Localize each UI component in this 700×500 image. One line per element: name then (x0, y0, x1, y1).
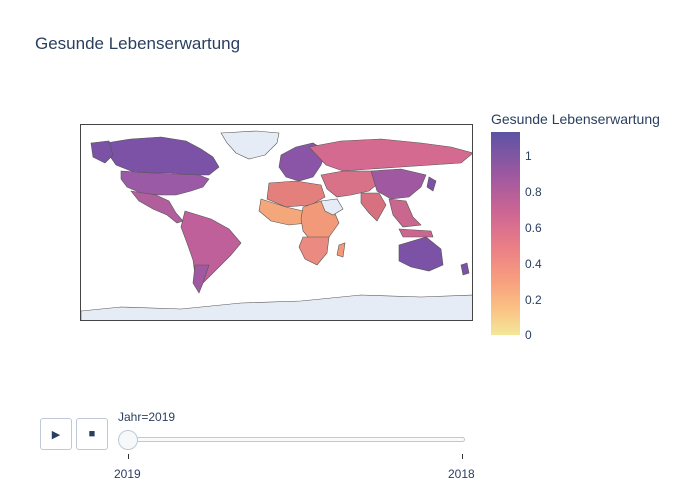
slider-step-2018[interactable]: 2018 (448, 467, 475, 481)
region-indonesia (398, 228, 434, 238)
region-west-africa (258, 198, 308, 226)
region-greenland (220, 130, 280, 160)
region-middle-east (320, 170, 382, 198)
region-usa (120, 170, 210, 196)
region-madagascar (336, 242, 346, 258)
play-button[interactable]: ▶ (40, 418, 72, 450)
region-mexico (130, 190, 184, 224)
region-antarctica (81, 294, 472, 320)
region-southern-africa (298, 236, 330, 266)
colorbar-tick-0-4: 0.4 (525, 257, 542, 271)
colorbar-tick-0: 0 (525, 328, 532, 342)
region-south-america (180, 210, 242, 288)
stop-icon: ■ (88, 428, 96, 440)
world-map-svg (81, 130, 472, 320)
region-argentina (192, 264, 210, 294)
colorbar-tick-1: 1 (525, 149, 532, 163)
region-australia (398, 236, 444, 272)
region-alaska (90, 140, 114, 164)
slider-track[interactable] (118, 437, 465, 442)
region-russia (308, 138, 472, 172)
colorbar-tick-0-6: 0.6 (525, 221, 542, 235)
region-japan (426, 176, 437, 192)
region-china (370, 168, 427, 200)
slider-step-2019[interactable]: 2019 (114, 467, 141, 481)
play-icon: ▶ (51, 428, 61, 441)
slider-tick-2019 (128, 454, 129, 459)
region-canada (105, 136, 220, 176)
chart-title: Gesunde Lebenserwartung (35, 34, 241, 53)
region-southeast-asia (388, 198, 422, 228)
colorbar-gradient (491, 132, 520, 335)
region-india (360, 192, 387, 222)
region-horn-of-africa (320, 198, 344, 216)
slider-tick-2018 (462, 454, 463, 459)
colorbar-title: Gesunde Lebenserwartung (491, 111, 660, 127)
stop-button[interactable]: ■ (76, 418, 108, 450)
colorbar-tick-0-2: 0.2 (525, 293, 542, 307)
region-new-zealand (460, 262, 470, 276)
slider-current-value: Jahr=2019 (118, 410, 176, 424)
choropleth-map[interactable] (80, 124, 473, 321)
colorbar-tick-0-8: 0.8 (525, 185, 542, 199)
region-north-africa (266, 180, 326, 208)
slider-handle[interactable] (118, 430, 138, 450)
